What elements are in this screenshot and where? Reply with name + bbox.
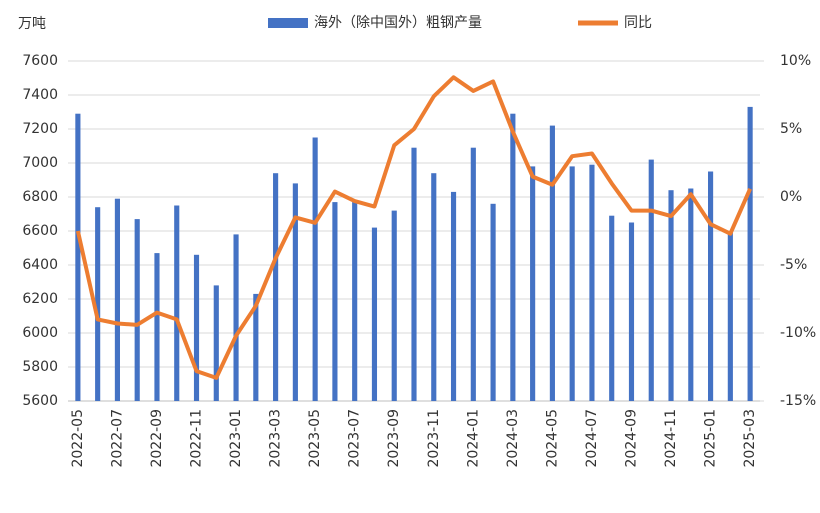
x-tick-label: 2024-11 [663, 409, 679, 468]
y2-tick-label: 10% [780, 53, 811, 69]
x-tick-label: 2024-09 [623, 409, 639, 468]
bar [312, 137, 318, 401]
bar [727, 232, 733, 401]
y-tick-label: 7600 [22, 53, 58, 69]
legend-label: 同比 [624, 15, 652, 31]
x-tick-label: 2022-11 [189, 409, 205, 468]
bar [411, 147, 417, 401]
bar [95, 207, 101, 401]
x-tick-label: 2024-05 [544, 409, 560, 468]
bar [134, 219, 140, 401]
x-tick-label: 2022-05 [70, 409, 86, 468]
bar [747, 106, 753, 402]
bar [668, 190, 674, 401]
bar [292, 183, 298, 401]
y-tick-label: 6400 [22, 257, 58, 273]
bar [431, 173, 437, 401]
x-tick-label: 2023-09 [386, 409, 402, 468]
legend-swatch [268, 18, 308, 28]
y-tick-label: 5800 [22, 359, 58, 375]
x-tick-label: 2023-07 [347, 409, 363, 468]
bar [450, 191, 457, 401]
x-tick-label: 2023-03 [268, 409, 284, 468]
bar [253, 293, 259, 401]
bar [233, 234, 239, 401]
y-tick-label: 7200 [22, 121, 58, 137]
bar [352, 202, 358, 401]
bar [648, 159, 654, 401]
x-tick-label: 2023-01 [228, 409, 244, 468]
bar [332, 202, 338, 401]
line [75, 75, 752, 380]
unit-label: 万吨 [18, 16, 46, 32]
bar [174, 205, 180, 401]
bar [154, 253, 160, 401]
x-tick-label: 2023-11 [426, 409, 442, 468]
y-tick-label: 7400 [22, 87, 58, 103]
bar [609, 215, 615, 401]
bar [530, 166, 536, 401]
y-tick-label: 6600 [22, 223, 58, 239]
y2-tick-label: 5% [780, 121, 802, 137]
bar [371, 227, 378, 401]
bar [569, 166, 575, 401]
bar [75, 113, 81, 401]
bar [549, 125, 555, 401]
x-tick-label: 2023-05 [307, 409, 323, 468]
y2-tick-label: -15% [780, 393, 816, 409]
y-tick-label: 5600 [22, 393, 58, 409]
bar [273, 173, 279, 401]
bar [688, 188, 694, 401]
legend-label: 海外（除中国外）粗钢产量 [314, 15, 482, 31]
bar [213, 285, 219, 401]
bar [470, 147, 476, 401]
x-tick-label: 2022-09 [149, 409, 165, 468]
y-tick-label: 6200 [22, 291, 58, 307]
x-tick-label: 2024-03 [505, 409, 521, 468]
bar [391, 210, 397, 401]
x-tick-label: 2024-01 [465, 409, 481, 468]
bar [193, 254, 200, 401]
x-tick-label: 2025-03 [742, 409, 758, 468]
x-tick-label: 2025-01 [703, 409, 719, 468]
y-tick-label: 6800 [22, 189, 58, 205]
bar [708, 171, 714, 401]
bar [114, 198, 120, 401]
x-tick-label: 2024-07 [584, 409, 600, 468]
y-tick-label: 6000 [22, 325, 58, 341]
bar [628, 222, 635, 401]
x-tick-label: 2022-07 [109, 409, 125, 468]
bar [490, 203, 496, 401]
y2-tick-label: -10% [780, 325, 816, 341]
y2-tick-label: -5% [780, 257, 807, 273]
y2-tick-label: 0% [780, 189, 802, 205]
bar [589, 164, 595, 401]
y-tick-label: 7000 [22, 155, 58, 171]
bar [510, 113, 516, 401]
